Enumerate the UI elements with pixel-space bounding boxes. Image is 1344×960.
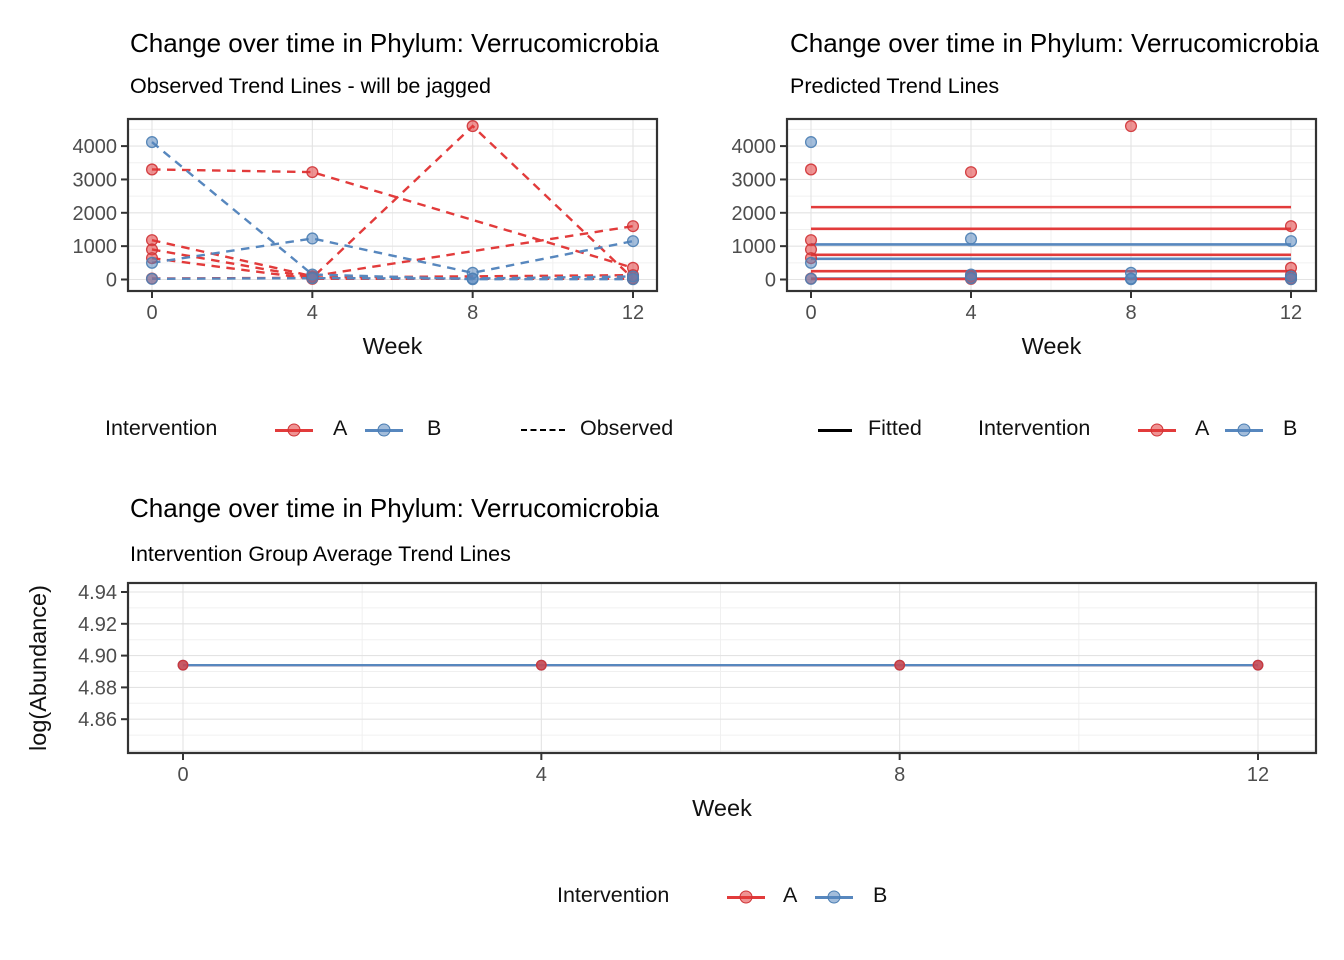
legend-label-a: A	[333, 416, 348, 440]
chart-title: Change over time in Phylum: Verrucomicro…	[790, 28, 1319, 58]
legend-key-a-icon	[1138, 423, 1176, 437]
svg-text:0: 0	[146, 302, 157, 324]
legend-label-a: A	[783, 883, 798, 907]
svg-text:8: 8	[894, 764, 905, 786]
svg-text:0: 0	[106, 270, 117, 292]
svg-text:3000: 3000	[73, 169, 118, 191]
svg-text:Week: Week	[1022, 333, 1082, 359]
legend-key-fitted-icon	[818, 424, 852, 436]
legend-point-a-icon	[287, 423, 301, 437]
legend-point-a-icon	[739, 890, 753, 904]
svg-text:12: 12	[622, 302, 644, 324]
svg-text:4.90: 4.90	[78, 646, 117, 668]
svg-text:4: 4	[307, 302, 318, 324]
svg-text:0: 0	[177, 764, 188, 786]
legend-key-b-icon	[1225, 423, 1263, 437]
legend-key-a-icon	[727, 890, 765, 904]
chart-subtitle: Observed Trend Lines - will be jagged	[130, 74, 491, 98]
svg-text:4.94: 4.94	[78, 582, 117, 604]
legend-title: Intervention	[978, 416, 1091, 440]
legend-title: Intervention	[105, 416, 218, 440]
svg-text:log(Abundance): log(Abundance)	[25, 585, 51, 751]
svg-text:4000: 4000	[73, 136, 118, 158]
svg-text:1000: 1000	[732, 236, 777, 258]
svg-text:4.86: 4.86	[78, 709, 117, 731]
svg-text:Week: Week	[692, 795, 752, 821]
legend-label-observed: Observed	[580, 416, 672, 440]
svg-text:0: 0	[805, 302, 816, 324]
legend-dashed-line-icon	[521, 429, 565, 431]
legend-title: Intervention	[557, 883, 670, 907]
svg-text:2000: 2000	[73, 203, 118, 225]
legend-key-a-icon	[275, 423, 313, 437]
svg-text:0: 0	[765, 270, 776, 292]
chart-subtitle: Predicted Trend Lines	[790, 74, 1000, 98]
chart-title: Change over time in Phylum: Verrucomicro…	[130, 493, 659, 523]
legend-key-b-icon	[815, 890, 853, 904]
legend-point-b-icon	[827, 890, 841, 904]
svg-text:8: 8	[1125, 302, 1136, 324]
legend-key-b-icon	[365, 423, 403, 437]
legend-point-b-icon	[377, 423, 391, 437]
figure-average-trend: 0 4 8 12 4.86 4.88 4.90 4.92 4.94 Week log(Abundan…	[0, 460, 1344, 960]
predicted-plot-svg: 0 4 8 12 0 1000 2000 3000 4000 Week	[732, 117, 1318, 359]
svg-text:4: 4	[536, 764, 547, 786]
svg-text:12: 12	[1280, 302, 1302, 324]
average-plot-svg: 0 4 8 12 4.86 4.88 4.90 4.92 4.94 Week log(Abundan…	[25, 581, 1318, 821]
svg-text:4.88: 4.88	[78, 677, 117, 699]
observed-plot-svg: 0 4 8 12 0 1000 2000 3000 4000 Week	[73, 117, 659, 359]
legend-solid-line-icon	[818, 429, 852, 432]
chart-subtitle: Intervention Group Average Trend Lines	[130, 542, 511, 566]
svg-text:12: 12	[1247, 764, 1269, 786]
svg-text:Week: Week	[363, 333, 423, 359]
svg-text:2000: 2000	[732, 203, 777, 225]
legend-label-a: A	[1195, 416, 1210, 440]
legend-key-observed-icon	[521, 424, 565, 436]
legend-point-b-icon	[1237, 423, 1251, 437]
svg-text:8: 8	[467, 302, 478, 324]
chart-title: Change over time in Phylum: Verrucomicro…	[130, 28, 659, 58]
legend-label-fitted: Fitted	[868, 416, 922, 440]
legend-label-b: B	[1283, 416, 1298, 440]
figure-observed-trend: 0 4 8 12 0 1000 2000 3000 4000 Week Change over t…	[0, 0, 673, 460]
svg-text:1000: 1000	[73, 236, 118, 258]
svg-text:3000: 3000	[732, 169, 777, 191]
figure-predicted-trend: 0 4 8 12 0 1000 2000 3000 4000 Week Change over t…	[672, 0, 1344, 460]
legend-label-b: B	[873, 883, 888, 907]
legend-label-b: B	[427, 416, 442, 440]
legend-point-a-icon	[1150, 423, 1164, 437]
svg-text:4: 4	[965, 302, 976, 324]
svg-text:4000: 4000	[732, 136, 777, 158]
svg-text:4.92: 4.92	[78, 614, 117, 636]
